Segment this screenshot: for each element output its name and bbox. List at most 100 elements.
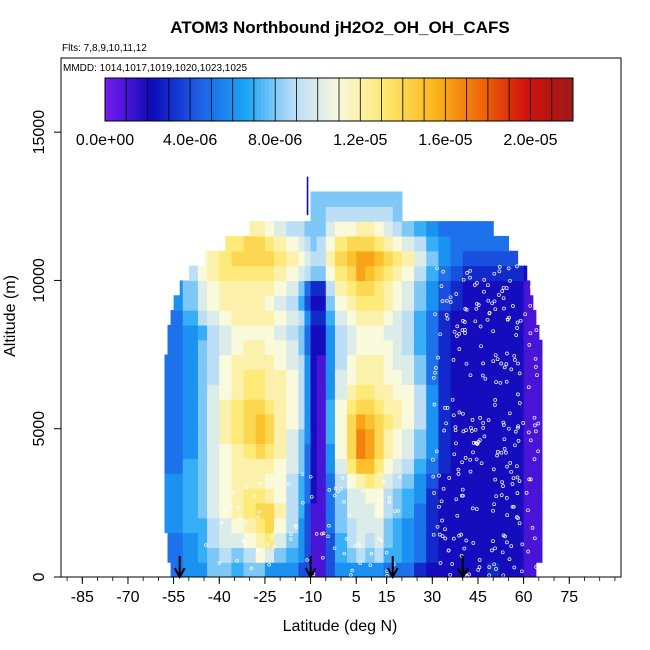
heatmap-cell	[347, 502, 357, 519]
colorbar-segment	[413, 78, 418, 121]
heatmap-cell	[426, 473, 439, 489]
sample-point	[301, 501, 305, 505]
sample-point	[513, 443, 517, 448]
heatmap-cell	[197, 399, 208, 415]
heatmap-cell	[310, 354, 318, 370]
heatmap-cell	[474, 488, 488, 504]
heatmap-cell	[438, 369, 452, 385]
heatmap-cell	[487, 354, 500, 370]
sample-point	[513, 358, 517, 362]
colorbar-segment	[553, 78, 558, 121]
heatmap-cell	[414, 221, 427, 237]
heatmap-cell	[173, 295, 184, 311]
heatmap-cell	[438, 310, 452, 326]
heatmap-cell	[374, 562, 385, 577]
heatmap-cell	[523, 369, 537, 385]
heatmap-cell	[207, 265, 220, 282]
heatmap-cell	[365, 354, 376, 370]
sample-point	[481, 426, 486, 430]
heatmap-cell	[414, 473, 427, 489]
heatmap-cell	[231, 428, 245, 445]
heatmap-cell	[298, 547, 306, 563]
heatmap-cell	[310, 458, 318, 474]
heatmap-cell	[356, 413, 366, 430]
heatmap-cell	[286, 488, 299, 504]
colorbar-segment	[428, 78, 434, 121]
heatmap-cell	[325, 280, 336, 296]
heatmap-cell	[383, 517, 394, 534]
colorbar-tick-label: 8.0e-06	[248, 132, 302, 149]
heatmap-cell	[523, 354, 537, 370]
sample-point	[507, 411, 512, 416]
heatmap-cell	[356, 354, 366, 370]
heatmap-cell	[414, 339, 427, 356]
sample-point	[293, 523, 298, 528]
heatmap-cell	[383, 413, 394, 430]
y-axis: 0 5000 10000 15000	[31, 110, 61, 581]
heatmap-cell	[438, 517, 452, 534]
colorbar-segment	[151, 78, 157, 121]
heatmap-cell	[523, 443, 537, 459]
heatmap-cell	[334, 443, 348, 459]
colorbar-segment	[155, 78, 161, 121]
sample-point	[502, 306, 506, 311]
sample-point	[468, 373, 473, 378]
heatmap-cell	[219, 324, 233, 341]
heatmap-cell	[197, 562, 208, 577]
heatmap-cell	[535, 502, 543, 519]
sample-point	[431, 532, 436, 537]
heatmap-cell	[298, 339, 306, 356]
heatmap-cell	[167, 532, 184, 548]
heatmap-cell	[182, 502, 199, 519]
heatmap-cell	[325, 339, 336, 356]
sample-point	[358, 561, 362, 565]
sample-point	[265, 542, 270, 547]
sample-point	[432, 491, 436, 495]
sample-point	[442, 428, 447, 433]
heatmap-cell	[264, 280, 275, 296]
sample-point	[492, 502, 496, 507]
heatmap-cell	[474, 399, 488, 415]
heatmap-cell	[383, 295, 394, 311]
heatmap-cell	[499, 428, 513, 445]
heatmap-cell	[182, 413, 199, 430]
heatmap-cell	[298, 324, 306, 341]
heatmap-cell	[401, 399, 415, 415]
sample-point	[520, 542, 525, 547]
heatmap-cell	[392, 428, 403, 445]
heatmap-cell	[304, 280, 312, 296]
sample-point	[482, 289, 486, 294]
sample-point	[512, 353, 517, 358]
heatmap-cell	[462, 339, 476, 356]
heatmap-cell	[474, 458, 488, 474]
heatmap-cell	[487, 310, 500, 326]
heatmap-cell	[365, 324, 376, 341]
heatmap-cell	[274, 310, 287, 326]
heatmap-cell	[286, 443, 299, 459]
sample-point	[397, 474, 402, 479]
heatmap-cell	[487, 280, 500, 296]
heatmap-cell	[365, 369, 376, 385]
heatmap-cell	[316, 339, 327, 356]
sample-point	[479, 344, 483, 349]
sample-point	[505, 351, 509, 356]
sample-point	[455, 324, 460, 329]
heatmap-cell	[474, 562, 488, 577]
heatmap-cell	[182, 324, 199, 341]
heatmap-cell	[219, 443, 233, 459]
sample-point	[508, 278, 512, 283]
heatmap-cell	[286, 369, 299, 385]
sample-point	[483, 376, 488, 381]
sample-point	[475, 281, 479, 285]
sample-point	[252, 494, 257, 498]
sample-point	[451, 536, 456, 541]
heatmap-cell	[231, 547, 245, 563]
sample-point	[393, 509, 397, 513]
heatmap-cells	[164, 176, 543, 577]
heatmap-cell	[298, 280, 306, 296]
sample-point	[515, 464, 519, 469]
heatmap-cell	[298, 443, 306, 459]
sample-point	[504, 286, 509, 290]
colorbar-segment	[222, 78, 227, 121]
colorbar-segment	[393, 78, 398, 121]
